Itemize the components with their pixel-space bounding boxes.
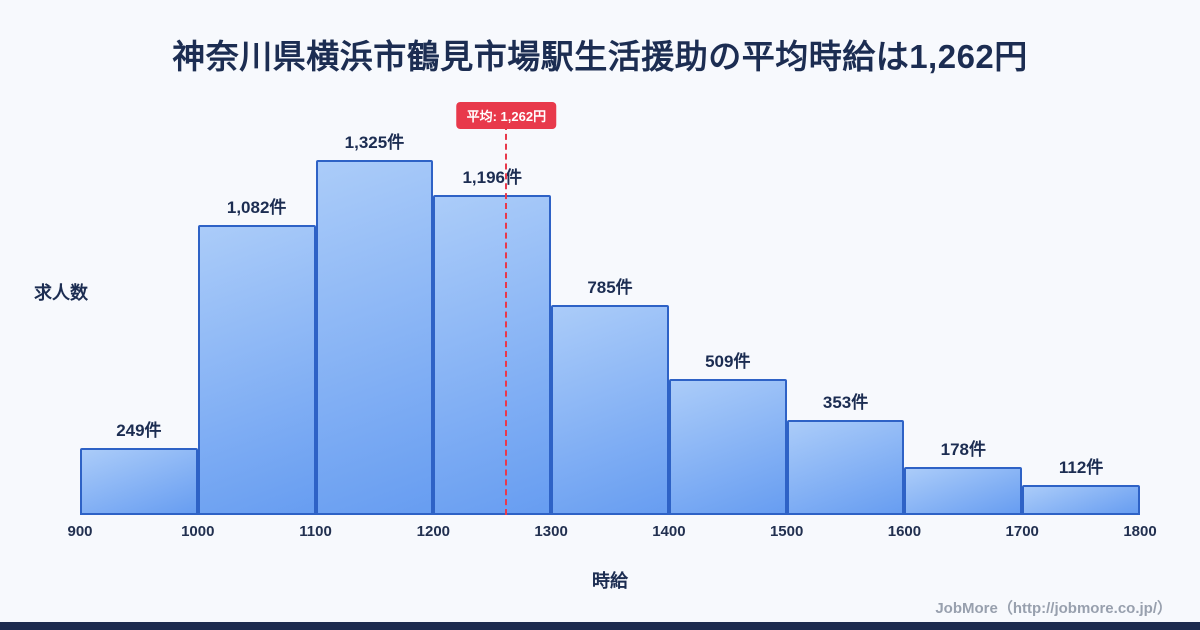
histogram-bar <box>551 304 669 515</box>
histogram-bar <box>433 194 552 515</box>
x-tick-label: 1200 <box>416 523 451 540</box>
histogram-bar <box>1022 485 1140 515</box>
x-tick-label: 1400 <box>652 523 686 540</box>
bar-value-label: 1,325件 <box>344 133 405 152</box>
x-tick-label: 1500 <box>769 523 804 540</box>
x-axis-ticks: 900 1000 1100 1200 1300 1400 1500 1600 1700 1800 <box>67 523 1156 543</box>
bar-value-label: 1,082件 <box>226 198 287 218</box>
plot-area: 平均: 1,262円 249件 1,082件 1,325件 1,196件 785件 509… <box>80 102 1140 515</box>
bar-value-label: 353件 <box>822 393 869 413</box>
y-axis-label: 求人数 <box>34 283 88 303</box>
x-axis-label: 時給 <box>592 571 628 591</box>
average-badge: 平均: 1,262円 <box>456 102 557 129</box>
attribution: JobMore（http://jobmore.co.jp/） <box>935 600 1172 617</box>
bottom-accent-bar <box>0 622 1200 630</box>
bar-value-label: 785件 <box>587 277 633 297</box>
histogram-bar <box>668 378 787 515</box>
x-tick-label: 1600 <box>887 523 922 540</box>
x-tick-label: 1800 <box>1123 523 1157 540</box>
histogram-bar <box>786 420 905 515</box>
histogram-bar <box>80 448 198 515</box>
bar-value-label: 249件 <box>116 421 162 441</box>
bar-value-label: 178件 <box>940 440 987 460</box>
x-tick-label: 1000 <box>181 523 215 540</box>
histogram-bar <box>197 225 316 515</box>
histogram-bar <box>315 160 434 515</box>
x-tick-label: 900 <box>67 523 93 540</box>
x-tick-label: 1100 <box>299 523 332 540</box>
average-line <box>505 124 508 515</box>
bar-value-label: 1,196件 <box>462 167 522 187</box>
bar-value-label: 509件 <box>705 351 751 371</box>
page-title: 神奈川県横浜市鶴見市場駅生活援助の平均時給は1,262円 <box>172 38 1028 75</box>
x-tick-label: 1300 <box>534 523 568 540</box>
bar-value-label: 112件 <box>1058 458 1104 477</box>
x-tick-label: 1700 <box>1005 523 1039 540</box>
histogram-bar <box>904 467 1023 515</box>
